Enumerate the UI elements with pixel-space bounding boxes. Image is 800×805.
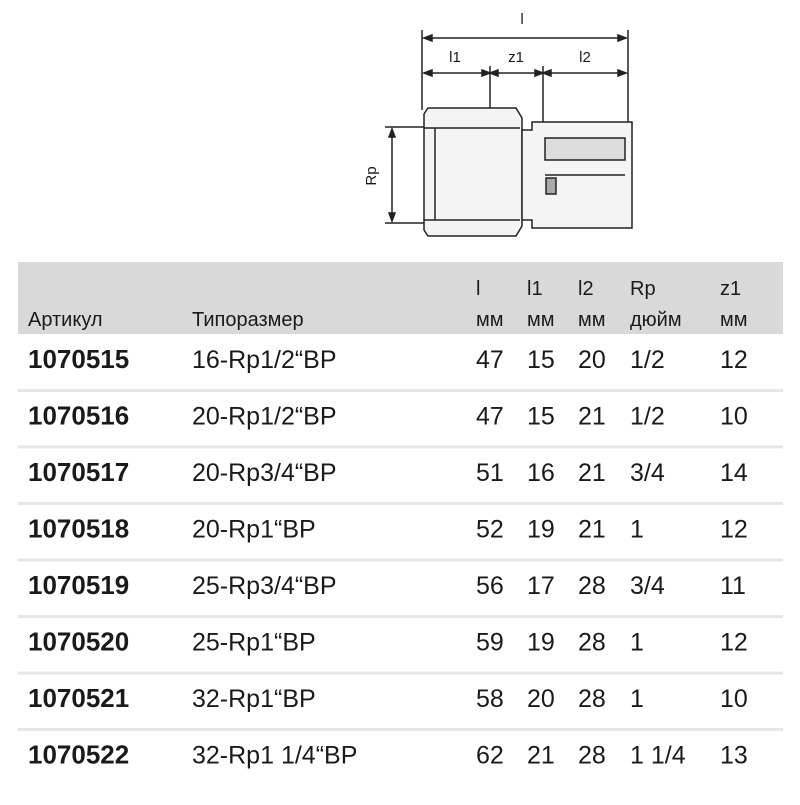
cell: 15 (527, 403, 555, 431)
cell: 32-Rp1“BP (192, 685, 316, 713)
cell: 17 (527, 572, 555, 600)
header-cell: мм (578, 309, 606, 331)
cell: 32-Rp1 1/4“BP (192, 742, 357, 770)
fitting-drawing (385, 30, 633, 237)
cell: 12 (720, 629, 748, 657)
header-cell: l1 (527, 278, 543, 300)
table: Артикул Типоразмер l мм l1 мм l2 мм Rp дюйм z1 мм 10… (18, 278, 783, 770)
cell: 21 (578, 403, 606, 431)
cell: 62 (476, 742, 504, 770)
table-header-bg (18, 262, 783, 334)
cell: 16-Rp1/2“BP (192, 346, 337, 374)
cell: 28 (578, 685, 606, 713)
cell: 25-Rp1“BP (192, 629, 316, 657)
cell: 10 (720, 403, 748, 431)
cell: 19 (527, 629, 555, 657)
cell: 19 (527, 516, 555, 544)
cell: 1 (630, 516, 644, 544)
dim-label: l1 (449, 49, 461, 66)
cell: 12 (720, 516, 748, 544)
cell: 1/2 (630, 346, 665, 374)
cell: 20 (578, 346, 606, 374)
dim-label: l (520, 11, 523, 28)
cell: 52 (476, 516, 504, 544)
header-cell: мм (720, 309, 748, 331)
article: 1070518 (28, 514, 129, 544)
header-cell: Rp (630, 278, 656, 300)
cell: 20-Rp1“BP (192, 516, 316, 544)
cell: 28 (578, 742, 606, 770)
article: 1070515 (28, 344, 129, 374)
article: 1070522 (28, 740, 129, 770)
header-cell: z1 (720, 278, 741, 300)
cell: 58 (476, 685, 504, 713)
cell: 16 (527, 459, 555, 487)
header-cell: мм (476, 309, 504, 331)
dim-label: l2 (579, 49, 591, 66)
article: 1070521 (28, 683, 129, 713)
cell: 3/4 (630, 572, 665, 600)
header-cell: Типоразмер (192, 309, 304, 331)
cell: 28 (578, 629, 606, 657)
cell: 47 (476, 346, 504, 374)
cell: 51 (476, 459, 504, 487)
cell: 21 (578, 459, 606, 487)
article: 1070519 (28, 570, 129, 600)
article: 1070517 (28, 457, 129, 487)
cell: 1 (630, 685, 644, 713)
article: 1070516 (28, 401, 129, 431)
header-cell: дюйм (630, 309, 682, 331)
cell: 1 (630, 629, 644, 657)
cell: 47 (476, 403, 504, 431)
cell: 1/2 (630, 403, 665, 431)
cell: 11 (720, 572, 746, 600)
cell: 25-Rp3/4“BP (192, 572, 337, 600)
header-cell: l2 (578, 278, 594, 300)
cell: 13 (720, 742, 748, 770)
cell: 1 1/4 (630, 742, 686, 770)
cell: 10 (720, 685, 748, 713)
cell: 3/4 (630, 459, 665, 487)
cell: 15 (527, 346, 555, 374)
dim-label: Rp (363, 166, 380, 185)
header-cell: Артикул (28, 309, 103, 331)
cell: 59 (476, 629, 504, 657)
cell: 28 (578, 572, 606, 600)
cell: 21 (527, 742, 555, 770)
cell: 21 (578, 516, 606, 544)
dim-label: z1 (508, 49, 524, 66)
cell: 20 (527, 685, 555, 713)
header-cell: l (476, 278, 480, 300)
article: 1070520 (28, 627, 129, 657)
cell: 56 (476, 572, 504, 600)
cell: 20-Rp1/2“BP (192, 403, 337, 431)
header-cell: мм (527, 309, 555, 331)
cell: 20-Rp3/4“BP (192, 459, 337, 487)
cell: 14 (720, 459, 748, 487)
cell: 12 (720, 346, 748, 374)
